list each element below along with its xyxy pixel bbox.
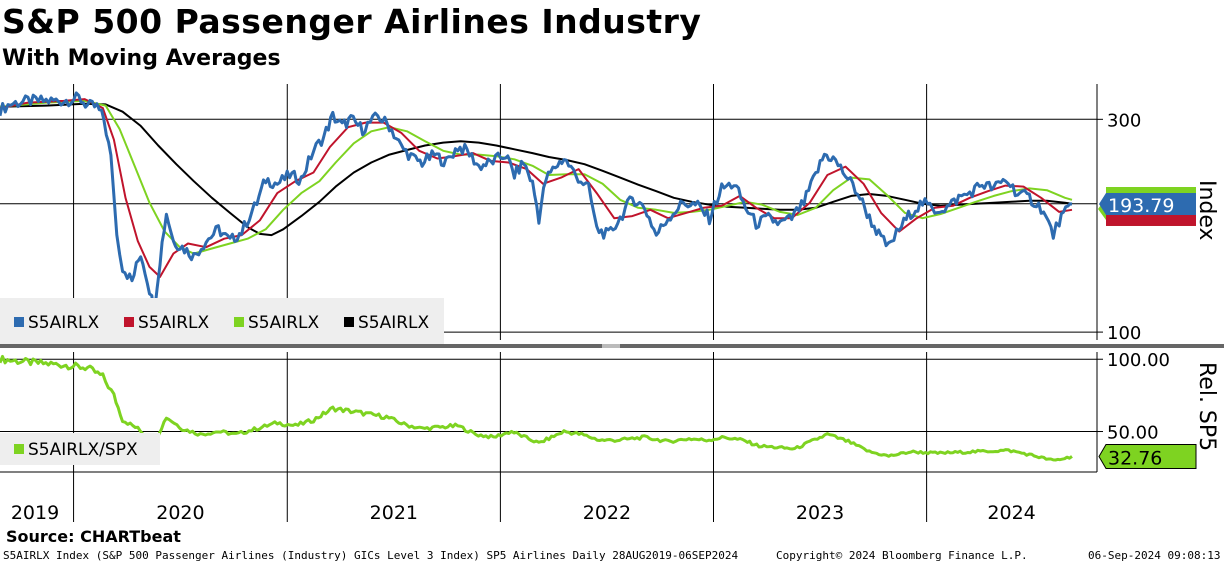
relative-panel-grid <box>0 352 1097 522</box>
legend-swatch-ma-short <box>124 317 134 327</box>
relative-axis-title: Rel. SP5 <box>1194 362 1219 451</box>
legend-label-ma-short: S5AIRLX <box>138 313 210 333</box>
relative-tick-label: 100.00 <box>1107 350 1170 371</box>
x-tick-label: 2024 <box>987 502 1035 524</box>
panel-divider-handle[interactable] <box>602 344 620 348</box>
relative-legend: S5AIRLX/SPX <box>0 433 160 465</box>
footer-copyright: Copyright© 2024 Bloomberg Finance L.P. <box>776 549 1028 562</box>
legend-label-ma-long: S5AIRLX <box>358 313 430 333</box>
x-tick-label: 2020 <box>156 502 204 524</box>
x-tick-label: 2023 <box>796 502 844 524</box>
source-note: Source: CHARTbeat <box>6 527 181 546</box>
legend-swatch-relative <box>14 444 24 454</box>
price-last-value-badge: 193.79 <box>1098 186 1196 226</box>
price-badge-shape <box>1099 192 1196 215</box>
footer-timestamp: 06-Sep-2024 09:08:13 <box>1088 549 1221 562</box>
series-line-relative <box>0 354 1073 462</box>
x-tick-label: 2021 <box>370 502 418 524</box>
price-panel-lines <box>0 91 1073 318</box>
relative-panel-lines <box>0 354 1073 462</box>
chart-subtitle: With Moving Averages <box>2 46 281 71</box>
legend-label-relative: S5AIRLX/SPX <box>28 440 138 460</box>
relative-badge-shape <box>1098 443 1197 469</box>
relative-last-value-badge: 32.76 <box>1098 443 1197 469</box>
relative-tick-label: 50.00 <box>1107 423 1159 444</box>
price-tick-label: 100 <box>1107 323 1141 344</box>
relative-legend-box <box>0 433 160 465</box>
series-line-ma-long <box>0 102 1073 237</box>
relative-panel: 50.00 100.00 S5AIRLX/SPX 32.76 Rel. SP5 <box>0 350 1219 522</box>
relative-badge-value: 32.76 <box>1108 447 1162 469</box>
legend-swatch-ma-mid <box>234 317 244 327</box>
legend-swatch-price <box>14 317 24 327</box>
legend-label-ma-mid: S5AIRLX <box>248 313 320 333</box>
price-badge-value: 193.79 <box>1108 195 1174 217</box>
price-axis-title: Index <box>1194 180 1219 241</box>
x-axis-ticks: 2019 2020 2021 2022 2023 2024 <box>11 502 1036 524</box>
chart-title: S&P 500 Passenger Airlines Industry <box>2 2 702 41</box>
series-line-price <box>0 91 1073 318</box>
price-tick-label: 300 <box>1107 110 1141 131</box>
footer-description: S5AIRLX Index (S&P 500 Passenger Airline… <box>3 549 739 562</box>
x-tick-label: 2019 <box>11 502 59 524</box>
legend-label-price: S5AIRLX <box>28 313 100 333</box>
relative-y-ticks: 50.00 100.00 <box>1097 350 1170 444</box>
price-legend: S5AIRLX S5AIRLX S5AIRLX S5AIRLX <box>0 298 444 344</box>
x-tick-label: 2022 <box>583 502 631 524</box>
price-panel: 100 300 S5AIRLX S5AIRLX S5AIRLX S5AIRLX 193.… <box>0 84 1219 344</box>
price-y-ticks: 100 300 <box>1097 110 1141 344</box>
legend-swatch-ma-long <box>344 317 354 327</box>
price-legend-box <box>0 298 444 344</box>
